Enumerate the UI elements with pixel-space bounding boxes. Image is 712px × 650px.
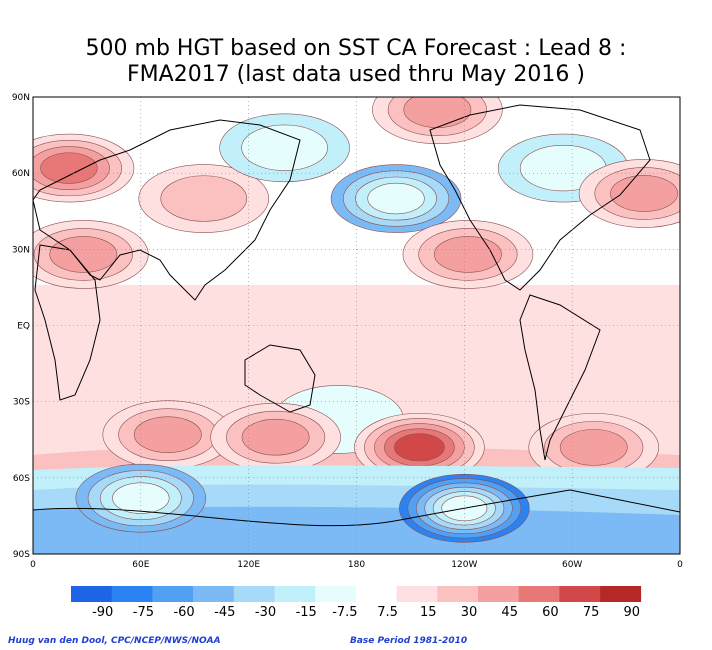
anomaly-center	[372, 97, 503, 144]
anomaly-contour	[559, 429, 628, 466]
anomaly-contour	[40, 152, 98, 184]
anomaly-contour	[367, 182, 425, 215]
latitude-tick-label: 30S	[13, 398, 30, 408]
latitude-tick-label: 60N	[12, 169, 30, 179]
antarctica-coast	[33, 489, 680, 527]
anomaly-center	[75, 463, 207, 533]
anomaly-center	[578, 159, 680, 228]
longitude-tick-label: 0	[30, 560, 36, 570]
colorbar-swatch	[111, 586, 153, 602]
anomaly-center	[528, 413, 660, 482]
anomaly-contour	[241, 418, 310, 456]
map-grid	[33, 97, 680, 554]
colorbar-swatch	[315, 586, 357, 602]
south-america-coast	[519, 294, 601, 461]
anomaly-center	[402, 220, 534, 289]
longitude-labels: 0 60E 120E 180 120W 60W 0	[30, 560, 683, 570]
anomaly-contour	[610, 175, 678, 212]
latitude-tick-label: EQ	[17, 322, 30, 332]
coastlines	[33, 104, 680, 527]
anomaly-center	[102, 400, 234, 469]
africa-coast	[34, 244, 101, 401]
colorbar-swatch	[518, 586, 560, 602]
anomaly-contour	[241, 124, 328, 171]
map-title: 500 mb HGT based on SST CA Forecast : Le…	[0, 36, 712, 88]
colorbar-label: 90	[624, 605, 641, 620]
latitude-tick-label: 30N	[12, 245, 30, 255]
anomaly-contour	[160, 175, 248, 222]
latitude-labels: 90N 60N 30N EQ 30S 60S 90S	[12, 93, 30, 560]
colorbar-label: 30	[461, 605, 478, 620]
colorbar-label: 75	[583, 605, 600, 620]
colorbar-swatch	[274, 586, 316, 602]
anomaly-contour	[112, 482, 170, 514]
colorbar-label: -60	[173, 605, 194, 620]
colorbar-swatch	[559, 586, 601, 602]
author-credit: Huug van den Dool, CPC/NCEP/NWS/NOAA	[8, 636, 221, 646]
colorbar-swatch	[396, 586, 438, 602]
colorbar-swatch	[600, 586, 642, 602]
anomaly-center	[210, 402, 341, 472]
longitude-tick-label: 120W	[451, 560, 477, 570]
longitude-tick-label: 0	[677, 560, 683, 570]
longitude-tick-label: 120E	[237, 560, 260, 570]
latitude-tick-label: 60S	[13, 474, 30, 484]
colorbar-swatch	[355, 586, 397, 602]
map-field	[33, 97, 680, 554]
colorbar-label: 15	[420, 605, 437, 620]
north-america-coast	[429, 104, 651, 291]
colorbar-label: -15	[296, 605, 317, 620]
colorbar-label: -7.5	[332, 605, 357, 620]
anomaly-center	[138, 164, 270, 233]
longitude-tick-label: 180	[348, 560, 365, 570]
base-period-note: Base Period 1981-2010	[350, 636, 468, 646]
latitude-tick-label: 90S	[13, 550, 30, 560]
latitude-tick-label: 90N	[12, 93, 30, 103]
title-line-1: 500 mb HGT based on SST CA Forecast : Le…	[85, 36, 627, 61]
colorbar-label: 45	[501, 605, 518, 620]
colorbar-label: -90	[92, 605, 113, 620]
anomaly-center	[33, 220, 149, 289]
anomaly-center	[33, 133, 135, 203]
colorbar-swatch	[437, 586, 479, 602]
australia-coast	[244, 344, 316, 413]
longitude-tick-label: 60W	[562, 560, 582, 570]
colorbar-swatch	[193, 586, 235, 602]
colorbar: -90 -75 -60 -45 -30 -15 -7.5 7.5 15 30 45 60 75 90	[71, 586, 642, 620]
colorbar-label: -45	[214, 605, 235, 620]
colorbar-swatch	[233, 586, 275, 602]
anomaly-center	[219, 113, 350, 183]
eurasia-coast	[33, 119, 301, 301]
anomaly-center	[354, 413, 485, 482]
colorbar-label: -30	[255, 605, 276, 620]
colorbar-label: 7.5	[377, 605, 398, 620]
anomaly-contour	[394, 433, 445, 462]
anomaly-center	[330, 164, 462, 233]
anomaly-contour	[49, 236, 118, 273]
colorbar-swatch	[152, 586, 194, 602]
colorbar-swatch	[71, 586, 112, 602]
anomaly-contour	[434, 236, 502, 273]
longitude-tick-label: 60E	[132, 560, 149, 570]
colorbar-swatch	[478, 586, 519, 602]
colorbar-label: -75	[133, 605, 154, 620]
title-line-2: FMA2017 (last data used thru May 2016 )	[127, 62, 585, 87]
colorbar-label: 60	[542, 605, 559, 620]
map-frame	[32, 96, 681, 555]
anomaly-contour	[133, 416, 202, 453]
